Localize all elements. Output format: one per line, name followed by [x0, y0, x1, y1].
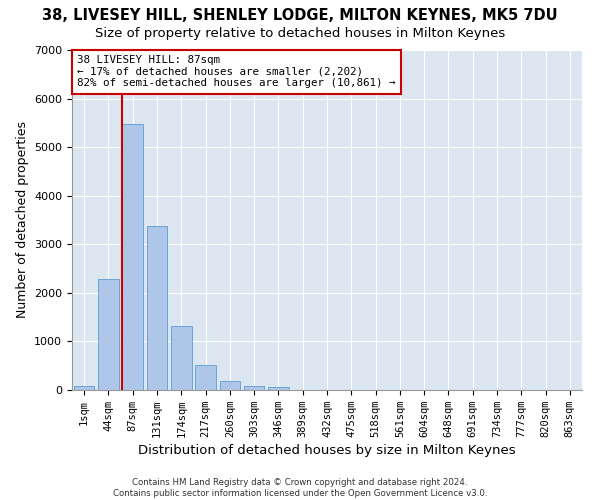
Bar: [171, 326, 191, 390]
Text: Contains HM Land Registry data © Crown copyright and database right 2024.
Contai: Contains HM Land Registry data © Crown c…: [113, 478, 487, 498]
Text: 38, LIVESEY HILL, SHENLEY LODGE, MILTON KEYNES, MK5 7DU: 38, LIVESEY HILL, SHENLEY LODGE, MILTON …: [42, 8, 558, 22]
Text: 38 LIVESEY HILL: 87sqm
← 17% of detached houses are smaller (2,202)
82% of semi-: 38 LIVESEY HILL: 87sqm ← 17% of detached…: [77, 55, 395, 88]
Bar: [98, 280, 119, 390]
Bar: [244, 386, 265, 390]
Bar: [268, 386, 289, 390]
X-axis label: Distribution of detached houses by size in Milton Keynes: Distribution of detached houses by size …: [138, 444, 516, 457]
Bar: [122, 124, 143, 390]
Bar: [220, 381, 240, 390]
Bar: [195, 365, 216, 390]
Bar: [74, 386, 94, 390]
Text: Size of property relative to detached houses in Milton Keynes: Size of property relative to detached ho…: [95, 28, 505, 40]
Bar: [146, 226, 167, 390]
Y-axis label: Number of detached properties: Number of detached properties: [16, 122, 29, 318]
